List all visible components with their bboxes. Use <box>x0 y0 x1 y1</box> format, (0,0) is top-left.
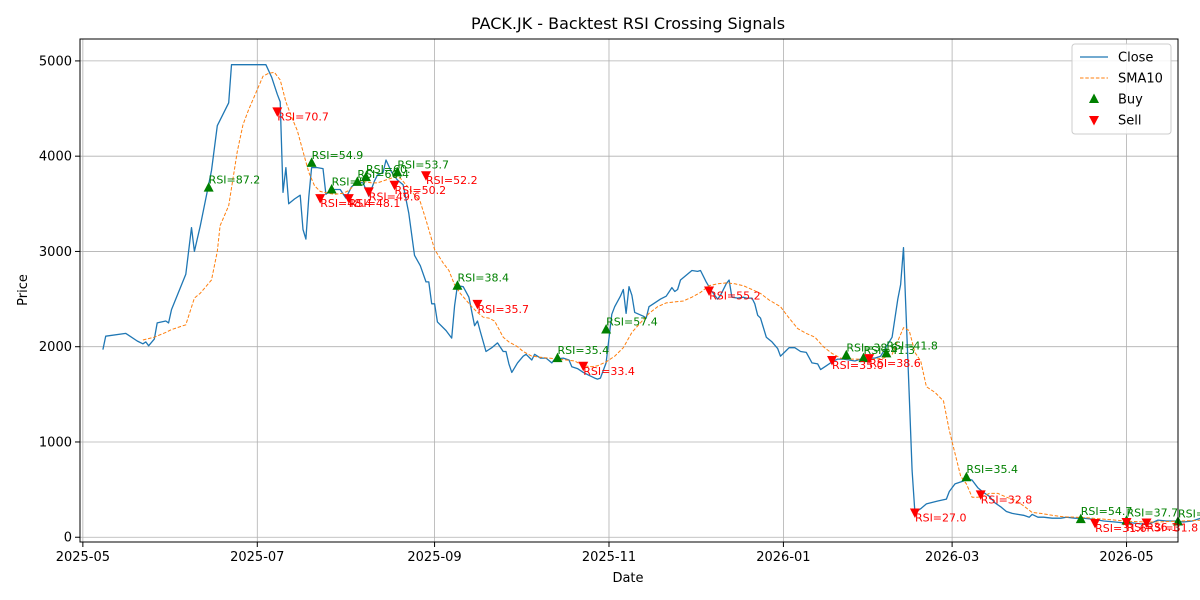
x-axis-ticks: 2025-05 2025-07 2025-09 2025-11 2026-01 2026-… <box>56 542 1154 565</box>
buy-rsi-label: RSI=53.7 <box>397 158 449 171</box>
buy-marker <box>203 182 214 192</box>
buy-marker <box>841 349 852 360</box>
buy-rsi-label: RSI=57.4 <box>606 316 658 329</box>
chart-title: PACK.JK - Backtest RSI Crossing Signals <box>471 14 785 33</box>
legend-label: Buy <box>1118 93 1143 108</box>
sell-marker <box>827 356 838 366</box>
sell-marker <box>1121 517 1132 528</box>
y-axis-label: Price <box>16 274 31 306</box>
buy-rsi-label: RSI=41.3 <box>863 344 915 357</box>
buy-marker <box>360 171 371 182</box>
sell-rsi-label: RSI=33.4 <box>583 365 635 378</box>
buy-marker <box>452 280 463 290</box>
legend-label: Sell <box>1118 114 1141 129</box>
y-tick-label: 0 <box>64 531 72 546</box>
x-tick-label: 2026-03 <box>925 550 979 565</box>
buy-rsi-label: RSI=41.8 <box>886 339 938 352</box>
x-tick-label: 2026-05 <box>1099 550 1153 565</box>
sell-marker <box>975 490 986 500</box>
sell-rsi-label: RSI=35.7 <box>477 303 529 316</box>
sell-rsi-label: RSI=48.4 <box>320 197 372 210</box>
buy-marker <box>601 324 612 334</box>
x-axis-label: Date <box>612 571 643 586</box>
sell-rsi-label: RSI=49.6 <box>369 190 421 203</box>
buy-rsi-label: RSI=87.2 <box>209 174 261 187</box>
buy-marker <box>858 352 869 363</box>
y-tick-label: 2000 <box>39 340 72 355</box>
sell-marker <box>315 194 326 204</box>
sell-marker <box>420 171 431 181</box>
sell-rsi-label: RSI=55.2 <box>709 290 761 303</box>
plot-content: RSI=87.2RSI=54.9RSI=5_RSI=60.4RSI=60.RSI… <box>102 64 1200 535</box>
x-tick-label: 2025-07 <box>230 550 284 565</box>
sell-marker <box>272 107 283 117</box>
y-tick-label: 1000 <box>39 435 72 450</box>
y-tick-label: 4000 <box>39 150 72 165</box>
sell-marker <box>363 187 374 197</box>
legend-buy-swatch <box>1089 93 1099 103</box>
x-tick-label: 2026-01 <box>756 550 810 565</box>
sell-rsi-label: RSI=31.6 <box>1095 522 1147 535</box>
sell-rsi-label: RSI=27.0 <box>915 511 967 524</box>
buy-rsi-label: RSI=35.4 <box>558 344 610 357</box>
sell-rsi-label: RSI=48.1 <box>349 197 401 210</box>
buy-marker <box>881 347 892 358</box>
sell-marker <box>343 194 354 204</box>
sell-rsi-label: RSI=50.2 <box>395 184 447 197</box>
sma10-line <box>142 71 1200 523</box>
sell-marker <box>704 286 715 296</box>
buy-marker <box>1075 513 1086 524</box>
buy-rsi-label: RSI=35.4 <box>966 463 1018 476</box>
plot-frame <box>79 38 1179 543</box>
x-tick-label: 2025-11 <box>582 550 636 565</box>
legend-sell-swatch <box>1089 116 1099 126</box>
sell-marker <box>909 508 920 518</box>
grid-lines <box>80 39 1178 542</box>
y-tick-label: 5000 <box>39 54 72 69</box>
buy-rsi-label: RSI=54.9 <box>312 149 364 162</box>
legend-box <box>1071 43 1172 135</box>
sell-marker <box>389 180 400 191</box>
buy-rsi-label: RSI=54.7 <box>1081 505 1133 518</box>
buy-rsi-label: RSI=38.4 <box>457 272 509 285</box>
sell-marker <box>864 354 875 364</box>
sell-marker <box>472 299 483 310</box>
buy-rsi-label: RSI=56.7 <box>1178 508 1200 521</box>
legend: Close SMA10 Buy Sell <box>1071 43 1172 135</box>
sell-marker <box>1090 518 1101 529</box>
buy-marker <box>961 471 972 482</box>
x-tick-label: 2025-09 <box>407 550 461 565</box>
sell-rsi-label: RSI=35.0 <box>832 359 884 372</box>
y-tick-label: 3000 <box>39 245 72 260</box>
buy-marker <box>392 166 403 177</box>
sell-rsi-label: RSI=38.6 <box>869 357 921 370</box>
close-price-line <box>102 64 1200 525</box>
y-axis-ticks: 0 1000 2000 3000 4000 5000 <box>39 54 80 546</box>
sell-rsi-label: RSI=52.2 <box>426 174 478 187</box>
sell-rsi-label: RSI=31.8 <box>1147 521 1199 534</box>
buy-marker <box>326 184 337 194</box>
sell-marker <box>1141 518 1152 528</box>
buy-marker <box>552 352 563 363</box>
sell-rsi-label: RSI=70.7 <box>277 110 329 123</box>
sell-rsi-label: RSI=36.1 <box>1127 521 1179 534</box>
x-tick-label: 2025-05 <box>56 550 110 565</box>
legend-label: Close <box>1118 51 1153 66</box>
buy-marker <box>306 157 317 167</box>
sell-marker <box>578 361 589 372</box>
legend-label: SMA10 <box>1118 72 1163 87</box>
buy-marker <box>352 176 363 186</box>
sell-rsi-label: RSI=32.8 <box>981 493 1033 506</box>
buy-rsi-label: RSI=37.7 <box>1127 507 1179 520</box>
